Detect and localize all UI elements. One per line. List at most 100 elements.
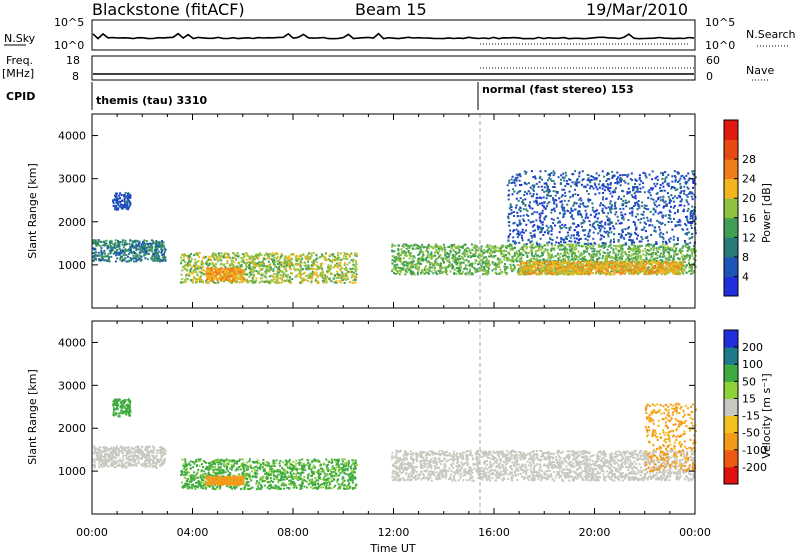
scatter-cell bbox=[122, 239, 124, 241]
scatter-cell bbox=[672, 272, 674, 274]
scatter-cell bbox=[538, 273, 540, 275]
scatter-cell bbox=[202, 272, 204, 274]
scatter-cell bbox=[603, 265, 605, 267]
scatter-cell bbox=[522, 271, 524, 273]
scatter-cell bbox=[164, 251, 166, 253]
scatter-cell bbox=[564, 258, 566, 260]
scatter-cell bbox=[563, 269, 565, 271]
scatter-cell bbox=[403, 250, 405, 252]
scatter-cell bbox=[332, 253, 334, 255]
scatter-cell bbox=[443, 261, 445, 263]
scatter-cell bbox=[522, 246, 524, 248]
scatter-cell bbox=[409, 254, 411, 256]
scatter-cell bbox=[681, 271, 683, 273]
scatter-cell bbox=[110, 252, 112, 254]
scatter-cell bbox=[236, 266, 238, 268]
scatter-cell bbox=[326, 279, 328, 281]
scatter-cell bbox=[129, 243, 131, 245]
scatter-cell bbox=[559, 265, 561, 267]
scatter-cell bbox=[308, 274, 310, 276]
scatter-cell bbox=[522, 248, 524, 250]
scatter-cell bbox=[608, 273, 610, 275]
scatter-cell bbox=[669, 259, 671, 261]
scatter-cell bbox=[431, 267, 433, 269]
scatter-cell bbox=[287, 274, 289, 276]
freq-tick-bottom: 8 bbox=[72, 70, 79, 83]
scatter-cell bbox=[180, 262, 182, 264]
scatter-cell bbox=[568, 268, 570, 270]
scatter-cell bbox=[562, 255, 564, 257]
scatter-cell bbox=[184, 279, 186, 281]
scatter-cell bbox=[145, 252, 147, 254]
scatter-cell bbox=[537, 245, 539, 247]
scatter-cell bbox=[283, 266, 285, 268]
scatter-cell bbox=[103, 250, 105, 252]
scatter-cell bbox=[148, 253, 150, 255]
scatter-cell bbox=[252, 271, 254, 273]
scatter-cell bbox=[112, 247, 114, 249]
scatter-cell bbox=[196, 273, 198, 275]
scatter-cell bbox=[502, 245, 504, 247]
scatter-cell bbox=[682, 255, 684, 257]
scatter-cell bbox=[354, 268, 356, 270]
scatter-cell bbox=[500, 251, 502, 253]
scatter-cell bbox=[292, 254, 294, 256]
scatter-cell bbox=[312, 271, 314, 273]
scatter-cell bbox=[182, 266, 184, 268]
scatter-cell bbox=[155, 241, 157, 243]
scatter-cell bbox=[639, 261, 641, 263]
scatter-cell bbox=[483, 266, 485, 268]
scatter-cell bbox=[226, 252, 228, 254]
freq-unit: [MHz] bbox=[2, 67, 34, 80]
scatter-cell bbox=[210, 267, 212, 269]
scatter-cell bbox=[655, 252, 657, 254]
scatter-cell bbox=[135, 244, 137, 246]
scatter-cell bbox=[405, 252, 407, 254]
scatter-cell bbox=[218, 272, 220, 274]
scatter-cell bbox=[316, 274, 318, 276]
scatter-cell bbox=[114, 208, 116, 210]
scatter-cell bbox=[217, 269, 219, 271]
scatter-cell bbox=[201, 261, 203, 263]
scatter-cell bbox=[255, 270, 257, 272]
scatter-cell bbox=[664, 261, 666, 263]
scatter-cell bbox=[308, 277, 310, 279]
scatter-cell bbox=[471, 263, 473, 265]
scatter-cell bbox=[346, 274, 348, 276]
scatter-cell bbox=[449, 250, 451, 252]
scatter-cell bbox=[534, 272, 536, 274]
scatter-cell bbox=[293, 268, 295, 270]
scatter-cell bbox=[635, 263, 637, 265]
scatter-cell bbox=[334, 264, 336, 266]
scatter-cell bbox=[267, 258, 269, 260]
scatter-cell bbox=[607, 249, 609, 251]
scatter-cell bbox=[644, 269, 646, 271]
scatter-cell bbox=[562, 262, 564, 264]
scatter-cell bbox=[300, 275, 302, 277]
scatter-cell bbox=[685, 267, 687, 269]
scatter-cell bbox=[192, 279, 194, 281]
scatter-cell bbox=[612, 261, 614, 263]
scatter-cell bbox=[264, 254, 266, 256]
scatter-cell bbox=[428, 244, 430, 246]
scatter-cell bbox=[266, 268, 268, 270]
scatter-cell bbox=[95, 259, 97, 261]
scatter-cell bbox=[662, 256, 664, 258]
scatter-cell bbox=[632, 258, 634, 260]
scatter-cell bbox=[190, 279, 192, 281]
scatter-cell bbox=[411, 263, 413, 265]
scatter-cell bbox=[664, 271, 666, 273]
scatter-cell bbox=[108, 258, 110, 260]
scatter-cell bbox=[194, 259, 196, 261]
scatter-cell bbox=[632, 244, 634, 246]
scatter-cell bbox=[128, 200, 130, 202]
scatter-cell bbox=[661, 261, 663, 263]
scatter-cell bbox=[350, 252, 352, 254]
scatter-cell bbox=[344, 282, 346, 284]
scatter-cell bbox=[198, 260, 200, 262]
scatter-cell bbox=[609, 245, 611, 247]
scatter-cell bbox=[668, 248, 670, 250]
scatter-cell bbox=[459, 264, 461, 266]
scatter-cell bbox=[462, 247, 464, 249]
scatter-cell bbox=[600, 265, 602, 267]
